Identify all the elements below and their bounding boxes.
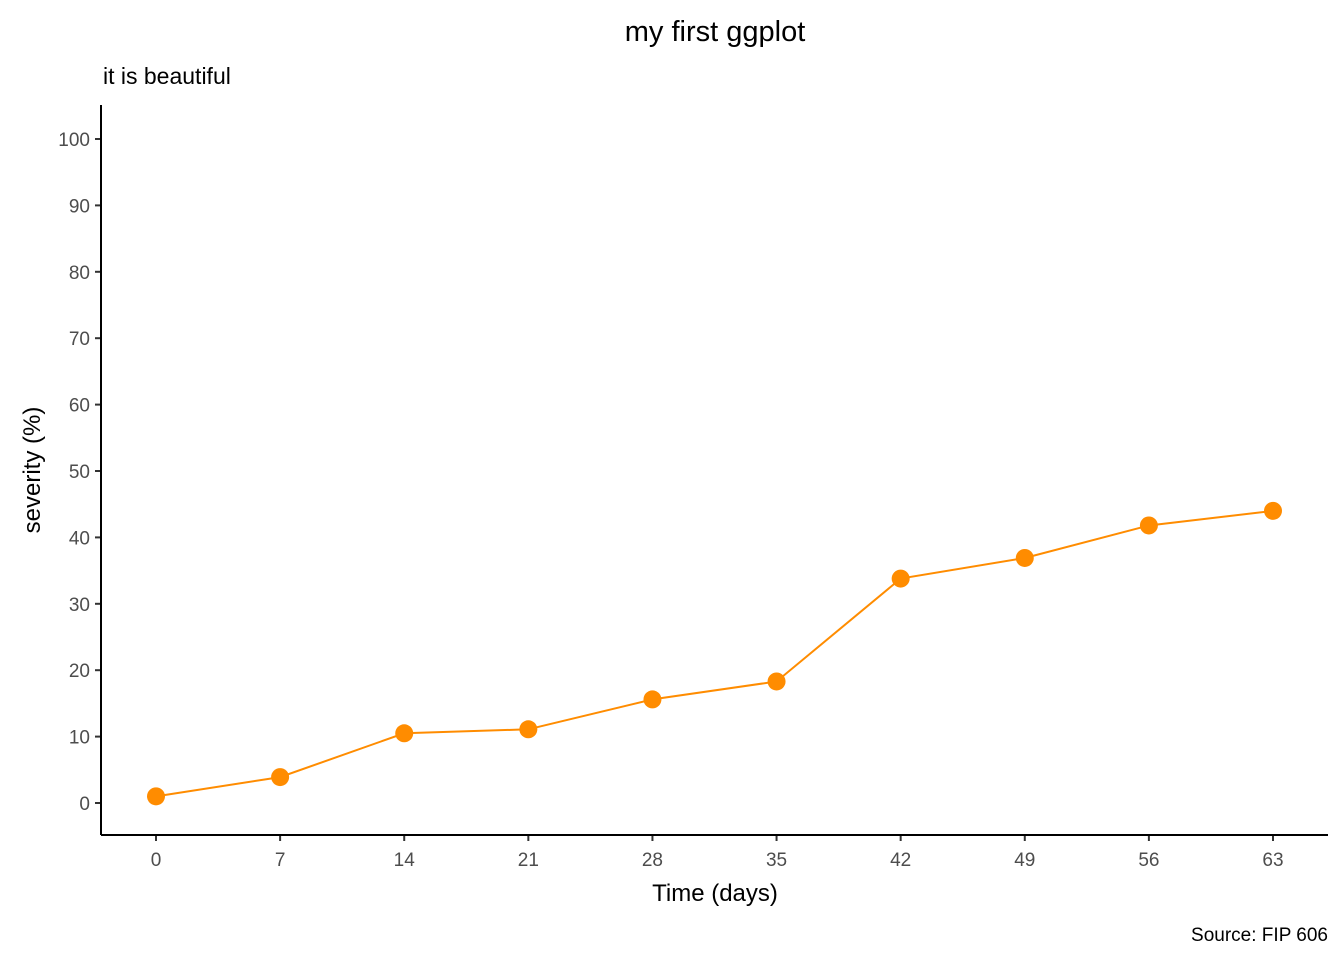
series-line: [155, 509, 1274, 798]
data-point: [271, 768, 290, 787]
series-layer: [147, 501, 1282, 806]
x-tick-label: 56: [1138, 850, 1159, 871]
x-axis: 0 7 14 21 28 35 42 49 56 63: [151, 835, 1284, 871]
data-point: [1264, 501, 1282, 520]
y-axis: 0 10 20 30 40 50 60 70 80 90 100: [58, 130, 101, 815]
x-tick-label: 35: [766, 850, 787, 871]
y-tick-label: 30: [69, 595, 90, 616]
y-tick-label: 80: [69, 263, 90, 284]
y-tick-label: 20: [69, 661, 90, 682]
data-point: [643, 690, 662, 709]
x-tick-label: 14: [394, 850, 416, 871]
data-point: [1139, 516, 1158, 535]
data-point: [1015, 548, 1034, 567]
data-point: [519, 720, 538, 739]
y-tick-label: 100: [58, 130, 90, 151]
y-tick-label: 90: [69, 196, 90, 217]
x-tick-label: 7: [275, 850, 286, 871]
x-tick-label: 21: [518, 850, 539, 871]
chart-title: my first ggplot: [625, 16, 806, 48]
y-tick-label: 0: [79, 794, 90, 815]
y-axis-title: severity (%): [19, 407, 46, 534]
data-point: [395, 724, 414, 743]
y-tick-label: 40: [69, 528, 90, 549]
chart-subtitle: it is beautiful: [103, 63, 231, 89]
x-tick-label: 49: [1014, 850, 1035, 871]
data-point: [891, 569, 910, 588]
x-axis-title: Time (days): [652, 880, 778, 907]
x-tick-label: 42: [890, 850, 911, 871]
chart-caption: Source: FIP 606: [1191, 925, 1328, 946]
x-tick-label: 63: [1262, 850, 1283, 871]
y-tick-label: 60: [69, 396, 90, 417]
data-point: [767, 672, 786, 691]
x-tick-label: 0: [151, 850, 162, 871]
data-point: [147, 787, 165, 806]
y-tick-label: 70: [69, 329, 90, 350]
y-tick-label: 10: [69, 728, 90, 749]
x-tick-label: 28: [642, 850, 663, 871]
y-tick-label: 50: [69, 462, 90, 483]
